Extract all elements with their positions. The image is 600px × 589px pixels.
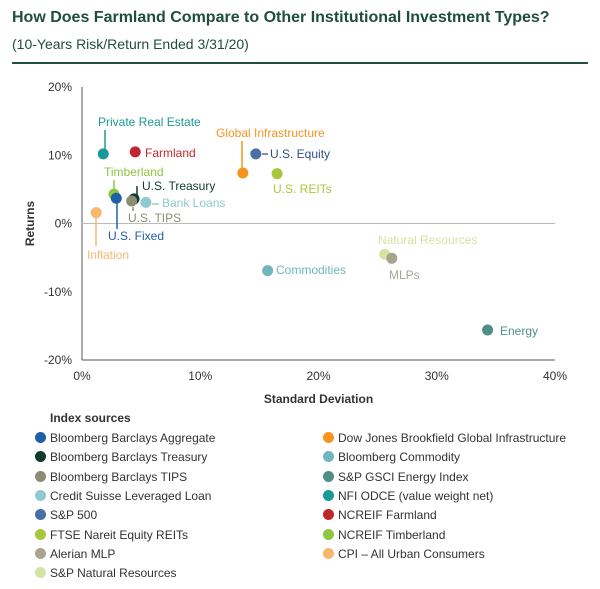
legend-label: S&P Natural Resources: [50, 566, 177, 581]
legend-marker: [35, 432, 46, 443]
point-label-farmland: Farmland: [145, 146, 196, 160]
point-label-natural-resources: Natural Resources: [378, 233, 477, 247]
title-divider: [12, 62, 588, 64]
x-tick-label: 30%: [425, 369, 449, 383]
legend-label: Alerian MLP: [50, 546, 116, 561]
y-tick-label: 0%: [55, 217, 73, 231]
point-label-u-s-fixed: U.S. Fixed: [108, 229, 164, 243]
legend-marker: [323, 451, 334, 463]
legend-item-alerian-mlp: Alerian MLP: [35, 547, 115, 561]
scatter-chart: 20%10%0%-10%-20%0% 10% 20% 30% 40%Standard D…: [23, 80, 567, 405]
legend-label: CPI – All Urban Consumers: [338, 546, 485, 561]
legend-item-ftse-nareit-equity-reits: FTSE Nareit Equity REITs: [35, 528, 188, 542]
legend-label: S&P GSCI Energy Index: [338, 469, 469, 484]
legend-label: Bloomberg Commodity: [338, 450, 461, 465]
legend-marker: [35, 547, 46, 559]
point-u-s-reits: [271, 168, 283, 180]
point-u-s-tips: [126, 195, 138, 207]
legend-marker: [35, 451, 46, 463]
point-label-u-s-tips: U.S. TIPS: [128, 211, 181, 225]
legend-label: NCREIF Timberland: [338, 527, 446, 542]
point-label-global-infrastructure: Global Infrastructure: [216, 126, 325, 140]
legend-item-s-p-500: S&P 500: [35, 508, 97, 522]
legend-label: Bloomberg Barclays Aggregate: [50, 431, 216, 445]
legend-marker: [35, 567, 46, 579]
legend-item-bloomberg-commodity: Bloomberg Commodity: [323, 450, 460, 464]
y-tick-label: 10%: [48, 148, 72, 162]
chart-subtitle: (10-Years Risk/Return Ended 3/31/20): [12, 36, 249, 52]
x-axis-label: Standard Deviation: [264, 392, 373, 405]
legend-item-bloomberg-barclays-tips: Bloomberg Barclays TIPS: [35, 470, 187, 484]
legend-item-ncreif-farmland: NCREIF Farmland: [323, 508, 437, 522]
point-label-private-real-estate: Private Real Estate: [98, 115, 201, 129]
legend-label: Bloomberg Barclays Treasury: [50, 450, 208, 465]
point-label-u-s-equity: U.S. Equity: [270, 147, 330, 161]
legend-item-bloomberg-barclays-treasury: Bloomberg Barclays Treasury: [35, 450, 207, 464]
y-tick-label: 20%: [48, 80, 72, 94]
x-tick-label: 20%: [306, 369, 330, 383]
legend-marker: [323, 509, 334, 521]
legend-item-s-p-natural-resources: S&P Natural Resources: [35, 566, 177, 580]
legend-marker: [323, 470, 334, 482]
point-commodities: [262, 265, 274, 277]
legend-marker: [35, 489, 46, 501]
point-energy: [482, 324, 494, 336]
point-mlps: [386, 252, 398, 264]
point-label-mlps: MLPs: [389, 268, 420, 282]
chart-title: How Does Farmland Compare to Other Insti…: [12, 9, 550, 26]
point-label-bank-loans: Bank Loans: [162, 196, 225, 210]
legend-title: Index sources: [50, 411, 131, 425]
legend-label: Bloomberg Barclays TIPS: [50, 469, 188, 484]
legend-item-bloomberg-barclays-aggregate: Bloomberg Barclays Aggregate: [35, 431, 215, 445]
legend-label: Credit Suisse Leveraged Loan: [50, 488, 212, 503]
legend-marker: [323, 489, 334, 501]
point-private-real-estate: [97, 148, 109, 160]
legend-item-dow-jones-brookfield-global-infrastructure: Dow Jones Brookfield Global Infrastructu…: [323, 431, 566, 445]
legend-item-ncreif-timberland: NCREIF Timberland: [323, 528, 445, 542]
legend-label: S&P 500: [50, 508, 98, 523]
legend-marker: [35, 470, 46, 482]
point-inflation: [90, 207, 102, 219]
x-tick-label: 40%: [543, 369, 567, 383]
x-tick-label: 10%: [188, 369, 212, 383]
point-u-s-fixed: [110, 192, 122, 204]
legend-label: FTSE Nareit Equity REITs: [50, 527, 189, 542]
point-label-inflation: Inflation: [87, 248, 129, 262]
point-u-s-equity: [250, 148, 262, 160]
point-farmland: [129, 146, 141, 158]
legend-label: Dow Jones Brookfield Global Infrastructu…: [338, 431, 567, 445]
legend-label: NCREIF Farmland: [338, 508, 437, 523]
legend-marker: [323, 432, 334, 443]
y-axis-label: Returns: [23, 201, 37, 247]
point-label-commodities: Commodities: [276, 263, 346, 277]
y-tick-label: -10%: [44, 285, 72, 299]
point-bank-loans: [140, 196, 152, 208]
legend-item-credit-suisse-leveraged-loan: Credit Suisse Leveraged Loan: [35, 489, 211, 503]
legend-marker: [323, 547, 334, 559]
legend-item-nfi-odce-value-weight-net: NFI ODCE (value weight net): [323, 489, 493, 503]
legend-marker: [35, 509, 46, 521]
x-tick-label: 0%: [73, 369, 91, 383]
point-label-energy: Energy: [500, 324, 538, 338]
legend-item-cpi-all-urban-consumers: CPI – All Urban Consumers: [323, 547, 485, 561]
legend-item-s-p-gsci-energy-index: S&P GSCI Energy Index: [323, 470, 469, 484]
point-global-infrastructure: [237, 167, 249, 179]
point-label-u-s-treasury: U.S. Treasury: [142, 179, 215, 193]
legend-marker: [35, 528, 46, 540]
point-label-timberland: Timberland: [104, 165, 164, 179]
legend-label: NFI ODCE (value weight net): [338, 488, 494, 503]
legend-marker: [323, 528, 334, 540]
point-label-u-s-reits: U.S. REITs: [273, 182, 332, 196]
y-tick-label: -20%: [44, 353, 72, 367]
